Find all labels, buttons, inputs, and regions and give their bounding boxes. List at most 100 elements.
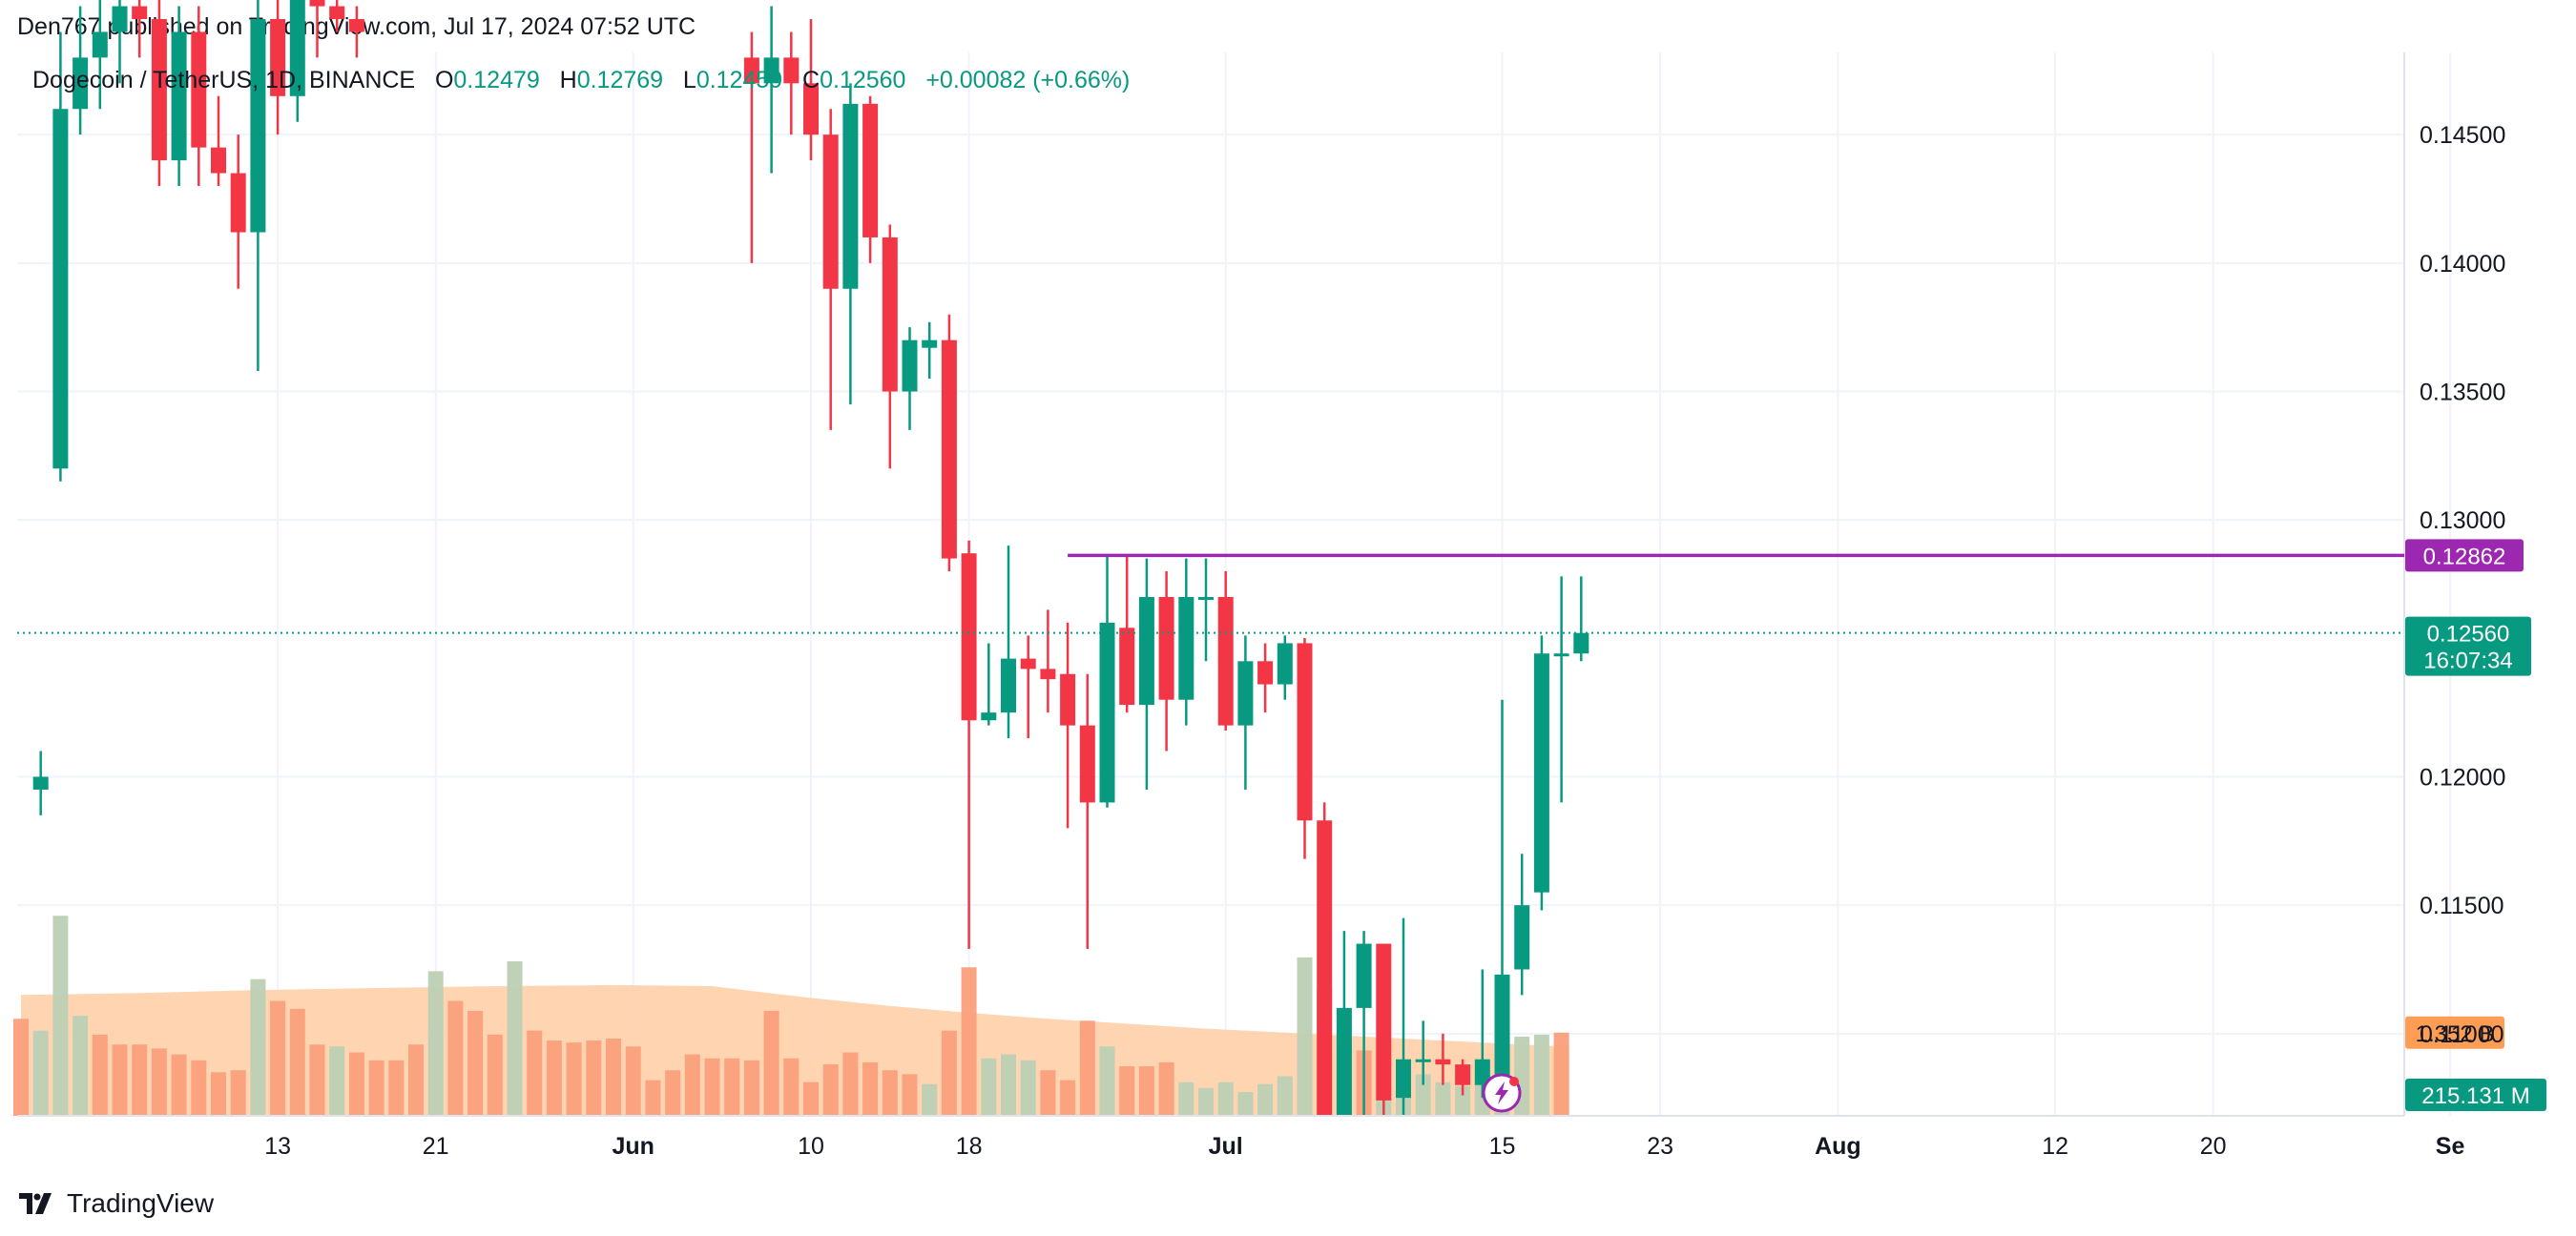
volume-bar — [1455, 1085, 1471, 1116]
symbol-legend[interactable]: Dogecoin / TetherUS, 1D, BINANCE O0.1247… — [32, 67, 1130, 94]
candle-body — [822, 134, 839, 289]
volume-ma-label: 215.131 M — [2421, 1083, 2529, 1109]
volume-bar — [1040, 1070, 1056, 1116]
volume-bar — [171, 1054, 187, 1116]
volume-bar — [566, 1042, 582, 1116]
price-axis-ticks[interactable]: 0.14500 0.14000 0.13500 0.13000 0.12000 0.115… — [2420, 122, 2505, 1048]
candle-body — [289, 0, 305, 96]
candle-body — [73, 57, 89, 110]
volume-bar — [822, 1064, 839, 1116]
level-label: 0.12862 — [2423, 544, 2506, 569]
symbol-title[interactable]: Dogecoin / TetherUS, 1D, BINANCE — [32, 67, 416, 93]
high-label: H — [559, 67, 577, 93]
volume-bar — [112, 1044, 128, 1116]
resistance-level[interactable]: 0.12862 — [1068, 539, 2524, 572]
candle-body — [270, 18, 286, 96]
candle-body — [1435, 1059, 1451, 1065]
y-tick-label: 0.12000 — [2420, 764, 2505, 791]
last-price: 0.12560 16:07:34 — [17, 616, 2531, 676]
candle-body — [1040, 669, 1056, 680]
volume-bar — [902, 1074, 918, 1116]
volume-bar — [704, 1058, 720, 1116]
candle-body — [1494, 974, 1510, 1085]
volume-bar — [763, 1010, 779, 1116]
candle-body — [1158, 596, 1174, 700]
candle-body — [1533, 653, 1549, 893]
y-tick-label: 0.14000 — [2420, 251, 2505, 278]
volume-bar — [289, 1008, 305, 1116]
volume-ma-badge-group: 215.131 M — [2405, 1079, 2546, 1111]
volume-bar — [270, 1000, 286, 1116]
time-axis-ticks[interactable]: 13 21 Jun 10 18 Jul 15 23 Aug 12 20 Se — [264, 1133, 2464, 1160]
volume-bar — [1533, 1034, 1549, 1116]
candle-body — [842, 103, 859, 289]
grid-lines — [17, 52, 2452, 1116]
volume-bar — [783, 1058, 800, 1116]
candle-body — [1474, 1059, 1490, 1085]
tradingview-brand[interactable]: TradingView — [19, 1188, 214, 1219]
lightning-icon[interactable] — [1482, 1073, 1522, 1113]
candle-body — [783, 57, 800, 84]
candle-body — [1178, 596, 1195, 700]
volume-bar — [941, 1030, 957, 1116]
candle-body — [191, 31, 207, 148]
volume-bar — [447, 1000, 464, 1116]
volume-last-label: 1.352 B — [2416, 1021, 2495, 1047]
candle-body — [348, 18, 364, 32]
volume-bar — [586, 1040, 602, 1116]
volume-bar — [1099, 1046, 1115, 1116]
candle-body — [1573, 632, 1589, 654]
x-tick-label: Se — [2436, 1133, 2465, 1160]
candle-body — [1079, 725, 1095, 803]
volume-bar — [743, 1060, 759, 1116]
change-value: +0.00082 (+0.66%) — [925, 67, 1131, 93]
candle-body — [743, 57, 759, 84]
volume-bar — [32, 1030, 49, 1116]
candle-body — [981, 712, 997, 721]
y-tick-label: 0.14500 — [2420, 122, 2505, 149]
low-value: 0.12459 — [696, 67, 783, 93]
volume-bar — [625, 1046, 641, 1116]
volume-bar — [684, 1054, 700, 1116]
candle-body — [882, 237, 898, 392]
volume-bar — [922, 1083, 938, 1116]
x-tick-label: 23 — [1647, 1133, 1673, 1160]
volume-bar — [645, 1080, 661, 1116]
volume-bar — [1277, 1076, 1293, 1116]
volume-bar — [408, 1044, 424, 1116]
volume-bar — [1138, 1066, 1154, 1116]
volume-last-badge — [2405, 1016, 2504, 1049]
countdown-label: 16:07:34 — [2423, 649, 2512, 674]
candle-body — [1376, 943, 1392, 1101]
volume-bar — [1060, 1080, 1076, 1116]
volume-bar — [1297, 957, 1313, 1116]
candle-body — [1277, 643, 1293, 685]
y-tick-label: 0.11000 — [2420, 1021, 2504, 1048]
volume-bar — [388, 1060, 405, 1116]
candle-body — [961, 553, 977, 721]
volume-bar — [487, 1034, 503, 1116]
volume-bar — [803, 1082, 819, 1116]
candle-body — [1198, 596, 1214, 600]
candle-body — [1553, 653, 1569, 657]
candle-body — [112, 6, 128, 32]
candle-body — [1060, 673, 1076, 726]
volume-bar — [1415, 1074, 1431, 1116]
candle-body — [803, 83, 819, 135]
volume-bar — [882, 1070, 898, 1116]
candle-body — [862, 103, 879, 237]
x-tick-label: 10 — [798, 1133, 824, 1160]
volume-bar — [250, 978, 266, 1116]
last-price-label: 0.12560 — [2427, 622, 2510, 648]
y-tick-label: 0.11500 — [2420, 893, 2504, 919]
candle-body — [1099, 622, 1115, 803]
y-tick-label: 0.13000 — [2420, 507, 2505, 534]
volume-ma-badge — [2405, 1079, 2546, 1111]
candle-body — [1237, 661, 1254, 726]
candle-body — [1317, 820, 1333, 1116]
volume-bar — [1079, 1020, 1095, 1116]
x-tick-label: Jun — [612, 1133, 654, 1160]
volume-bar — [961, 967, 977, 1116]
x-tick-label: 12 — [2042, 1133, 2068, 1160]
